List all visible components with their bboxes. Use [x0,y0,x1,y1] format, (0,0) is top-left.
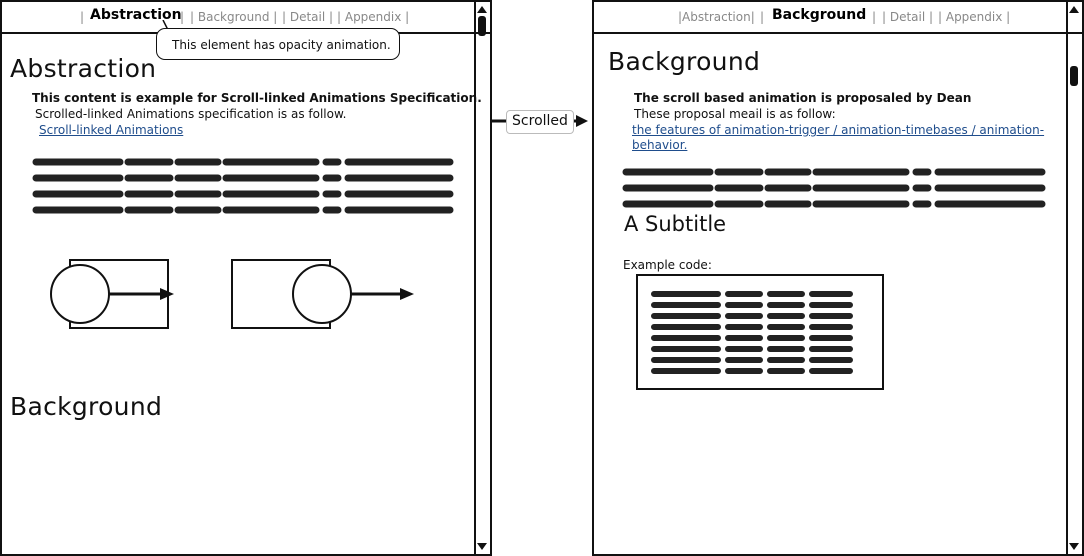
left-browser-window: | Abstraction | | Background | | Detail … [0,0,492,556]
right-browser-window: |Abstraction| | Background | | Detail | … [592,0,1084,556]
code-block [636,274,884,390]
tab-appendix[interactable]: | Appendix | [938,10,1011,24]
animation-illustration [50,259,414,329]
tab-detail[interactable]: | Detail | [282,10,334,24]
right-tab-bar: |Abstraction| | Background | | Detail | … [594,2,1082,34]
tab-detail[interactable]: | Detail | [882,10,934,24]
code-scribble [651,291,853,374]
scroll-down-icon[interactable] [477,543,487,550]
scrolled-label: Scrolled [506,110,574,134]
right-scribble-text-block [622,168,1046,208]
left-next-heading: Background [10,392,163,421]
right-text-line: These proposal meail is as follow: [634,107,836,121]
scroll-up-icon[interactable] [1069,6,1079,13]
tab-background[interactable]: | Background | [190,10,278,24]
code-label: Example code: [623,258,712,272]
tab-appendix[interactable]: | Appendix | [337,10,410,24]
left-scroll-thumb[interactable] [478,16,486,36]
left-text-line: Scrolled-linked Animations specification… [35,107,347,121]
left-scribble-text-block [32,158,454,214]
tab-background[interactable]: Background [772,7,867,23]
left-link[interactable]: Scroll-linked Animations [39,123,184,137]
right-scrollbar[interactable] [1066,2,1082,554]
scroll-down-icon[interactable] [1069,543,1079,550]
tab-separator: | [80,10,85,24]
right-subtitle: A Subtitle [624,212,727,236]
left-scrollbar[interactable] [474,2,490,554]
opacity-tooltip: This element has opacity animation. [156,28,400,60]
left-page-title: Abstraction [10,54,157,83]
right-bold-line: The scroll based animation is proposaled… [634,91,972,105]
left-bold-line: This content is example for Scroll-linke… [32,91,482,105]
right-page-title: Background [608,47,761,76]
right-scroll-thumb[interactable] [1070,66,1078,86]
tab-abstraction[interactable]: |Abstraction| [678,10,755,24]
right-link-line-2[interactable]: behavior. [632,138,688,152]
tab-separator: | [872,10,877,24]
right-link-line-1[interactable]: the features of animation-trigger / anim… [632,123,1045,137]
tab-separator: | [760,10,765,24]
tab-abstraction[interactable]: Abstraction [90,7,182,23]
scroll-up-icon[interactable] [477,6,487,13]
tab-separator: | [180,10,185,24]
